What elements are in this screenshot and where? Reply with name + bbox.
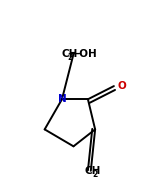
Text: —OH: —OH <box>70 49 98 59</box>
Text: O: O <box>117 81 126 91</box>
Text: CH: CH <box>84 166 101 176</box>
Text: 2: 2 <box>67 53 73 62</box>
Text: CH: CH <box>61 49 78 59</box>
Text: N: N <box>58 94 66 104</box>
Text: 2: 2 <box>93 170 98 179</box>
